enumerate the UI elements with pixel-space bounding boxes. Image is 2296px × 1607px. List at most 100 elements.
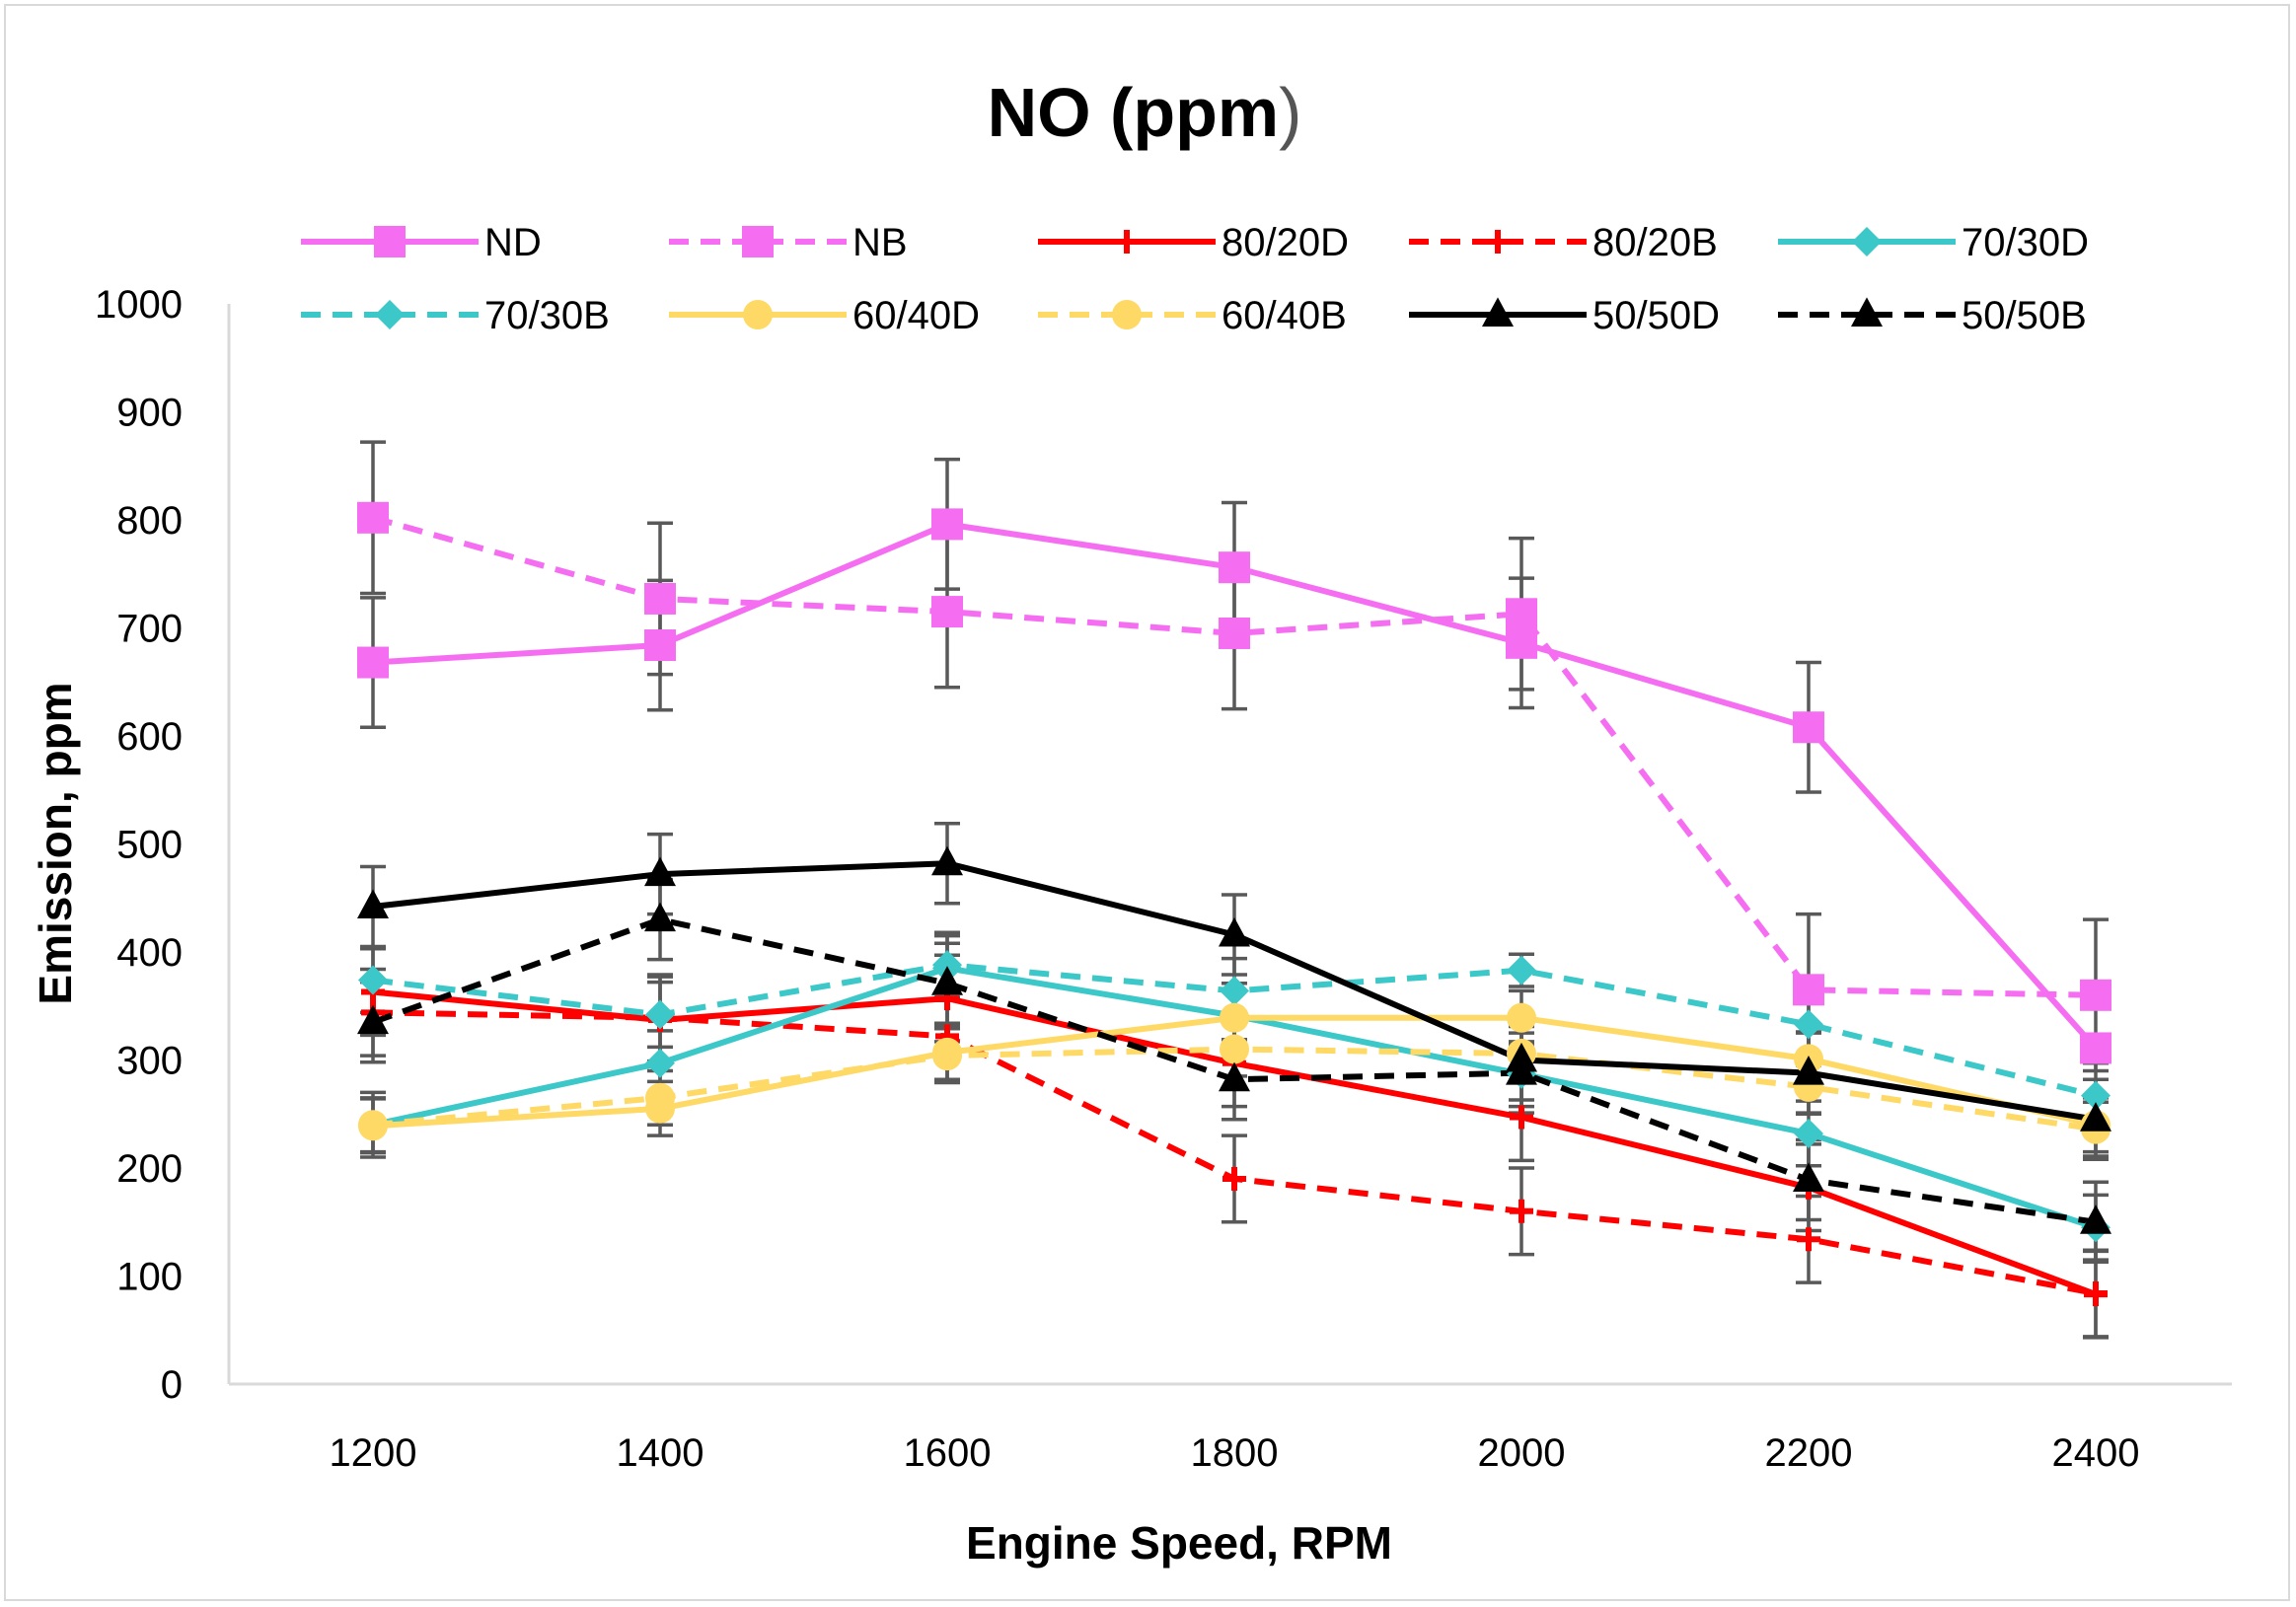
legend-label: 80/20D — [1222, 221, 1349, 264]
legend-item: 50/50B — [1778, 294, 2087, 337]
data-point — [2080, 979, 2111, 1011]
data-point — [644, 629, 676, 662]
y-tick-label: 500 — [116, 824, 183, 867]
axes — [227, 304, 2232, 1386]
data-point — [358, 1110, 388, 1140]
legend-label: 80/20B — [1592, 221, 1718, 264]
data-point — [644, 902, 676, 932]
chart-title-main: NO (ppm — [988, 74, 1280, 151]
legend-swatch-marker — [1112, 300, 1142, 329]
x-axis-ticks: 1200 1400 1600 1800 2000 2200 2400 — [330, 1431, 2140, 1475]
data-point — [1219, 617, 1250, 649]
data-point — [1506, 626, 1537, 659]
data-point — [1219, 1061, 1250, 1092]
legend-label: 50/50D — [1592, 294, 1720, 337]
y-tick-label: 800 — [116, 499, 183, 543]
y-tick-label: 100 — [116, 1256, 183, 1299]
legend-label: 60/40D — [852, 294, 980, 337]
legend-item: 50/50D — [1409, 294, 1720, 337]
data-point — [645, 1082, 675, 1113]
data-point — [1793, 1162, 1824, 1193]
data-point — [1506, 598, 1537, 630]
y-tick-label: 600 — [116, 715, 183, 759]
legend-item: ND — [301, 221, 542, 264]
data-point — [2081, 1080, 2111, 1111]
x-tick-label: 1600 — [904, 1431, 992, 1475]
legend-label: 60/40B — [1222, 294, 1347, 337]
data-point — [931, 596, 963, 628]
data-point — [1793, 1056, 1824, 1085]
y-tick-label: 400 — [116, 931, 183, 975]
x-tick-label: 2000 — [1478, 1431, 1566, 1475]
legend-label: ND — [484, 221, 542, 264]
data-point — [1510, 1199, 1533, 1223]
y-tick-label: 700 — [116, 608, 183, 651]
legend-swatch-marker — [1852, 227, 1882, 256]
data-point — [357, 501, 389, 534]
legend-item: 70/30D — [1778, 221, 2089, 264]
data-point — [2084, 1281, 2108, 1306]
data-point — [1793, 974, 1824, 1006]
data-point — [2080, 1032, 2111, 1064]
data-point — [932, 1041, 962, 1071]
data-point — [1506, 1056, 1537, 1085]
legend-swatch-marker — [1486, 230, 1510, 254]
data-point — [645, 1048, 675, 1078]
data-point — [1220, 1034, 1249, 1064]
legend-swatch-marker — [375, 300, 405, 329]
x-tick-label: 1400 — [617, 1431, 704, 1475]
data-point — [1793, 711, 1824, 744]
legend-item: 80/20D — [1038, 221, 1349, 264]
legend-swatch-marker — [1115, 230, 1139, 254]
legend-item: NB — [669, 221, 908, 264]
data-point — [931, 845, 963, 876]
legend-item: 60/40D — [669, 294, 980, 337]
data-point — [1222, 1166, 1246, 1191]
y-tick-label: 900 — [116, 392, 183, 435]
x-tick-label: 1800 — [1191, 1431, 1279, 1475]
legend-label: 50/50B — [1962, 294, 2087, 337]
data-point — [932, 950, 962, 981]
data-point — [357, 889, 389, 919]
data-point — [1794, 1118, 1823, 1148]
y-axis-ticks: 0 100 200 300 400 500 600 700 800 900 1000 — [95, 283, 183, 1407]
data-point — [1510, 1105, 1533, 1130]
series-markers — [357, 501, 2111, 1307]
data-point — [1507, 955, 1536, 986]
y-tick-label: 0 — [161, 1363, 183, 1407]
x-tick-label: 2200 — [1765, 1431, 1853, 1475]
y-tick-label: 1000 — [95, 283, 183, 327]
legend-label: 70/30D — [1962, 221, 2089, 264]
data-point — [645, 999, 675, 1030]
data-point — [1797, 1227, 1820, 1252]
legend-item: 80/20B — [1409, 221, 1718, 264]
data-point — [2080, 1102, 2111, 1132]
legend: ND NB 80/20D 80/20B 70/30D 70/30B 60/40D 60/40B… — [301, 221, 2089, 337]
chart-title: NO (ppm) — [988, 74, 1302, 151]
legend-swatch-marker — [1851, 297, 1883, 327]
legend-swatch-marker — [742, 226, 774, 257]
chart-title-suffix: ) — [1279, 74, 1301, 151]
data-point — [357, 1004, 389, 1035]
data-point — [1220, 1002, 1249, 1033]
x-tick-label: 2400 — [2052, 1431, 2140, 1475]
x-axis-title: Engine Speed, RPM — [966, 1517, 1392, 1569]
legend-label: 70/30B — [484, 294, 610, 337]
legend-swatch-marker — [1482, 297, 1514, 327]
y-tick-label: 200 — [116, 1147, 183, 1191]
legend-item: 60/40B — [1038, 294, 1347, 337]
data-point — [358, 965, 388, 995]
data-point — [1219, 551, 1250, 584]
y-tick-label: 300 — [116, 1040, 183, 1083]
x-tick-label: 1200 — [330, 1431, 417, 1475]
legend-label: NB — [852, 221, 908, 264]
legend-swatch-marker — [743, 300, 773, 329]
data-point — [2080, 1205, 2111, 1234]
data-point — [1507, 1002, 1536, 1033]
data-point — [1794, 1009, 1823, 1040]
data-point — [644, 582, 676, 615]
y-axis-title: Emission, ppm — [30, 682, 81, 1004]
data-point — [931, 508, 963, 541]
legend-item: 70/30B — [301, 294, 610, 337]
